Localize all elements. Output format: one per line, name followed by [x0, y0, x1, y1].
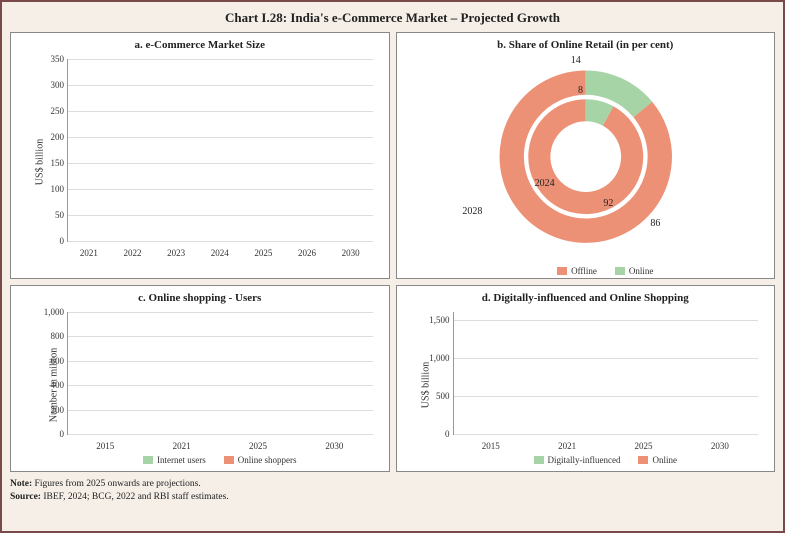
panel-d-legend: Digitally-influenced Online	[453, 455, 759, 465]
legend-offline: Offline	[557, 266, 597, 276]
panel-a: a. e-Commerce Market Size US$ billion 05…	[10, 32, 390, 279]
panel-d-chart: US$ billion 05001,0001,500 2015202120252…	[405, 308, 767, 463]
footer-source: Source: IBEF, 2024; BCG, 2022 and RBI st…	[10, 491, 775, 504]
ytick: 1,000	[429, 353, 449, 363]
legend-internet-label: Internet users	[157, 455, 206, 465]
ytick: 0	[60, 236, 65, 246]
legend-online: Online	[615, 266, 654, 276]
chart-container: Chart I.28: India's e-Commerce Market – …	[0, 0, 785, 533]
xlabel: 2015	[453, 441, 529, 451]
xlabel: 2025	[605, 441, 681, 451]
panel-b-title: b. Share of Online Retail (in per cent)	[405, 39, 767, 51]
xlabel: 2024	[198, 248, 242, 258]
ytick: 150	[51, 158, 65, 168]
donut-label-inner-online: 8	[578, 85, 583, 96]
panel-a-plot: 050100150200250300350	[67, 59, 373, 242]
ytick: 400	[51, 380, 65, 390]
ytick: 1,000	[44, 307, 64, 317]
panel-a-chart: US$ billion 050100150200250300350 202120…	[19, 55, 381, 270]
panel-d-title: d. Digitally-influenced and Online Shopp…	[405, 292, 767, 304]
donut-label-inner-year: 2024	[535, 178, 555, 189]
ytick: 500	[436, 391, 450, 401]
donut-label-outer-online: 14	[571, 55, 581, 66]
panel-b-donut: 14 8 2024 92 2028 86	[405, 55, 767, 254]
legend-online-d-label: Online	[652, 455, 677, 465]
ytick: 0	[445, 429, 450, 439]
ytick: 50	[55, 210, 64, 220]
xlabel: 2021	[529, 441, 605, 451]
xlabel: 2023	[154, 248, 198, 258]
xlabel: 2030	[296, 441, 372, 451]
xlabel: 2025	[220, 441, 296, 451]
footer: Note: Figures from 2025 onwards are proj…	[10, 478, 775, 505]
ytick: 100	[51, 184, 65, 194]
xlabel: 2030	[682, 441, 758, 451]
legend-internet: Internet users	[143, 455, 206, 465]
panel-d-ylabel: US$ billion	[420, 362, 431, 408]
ytick: 800	[51, 331, 65, 341]
legend-digital: Digitally-influenced	[534, 455, 621, 465]
ytick: 200	[51, 132, 65, 142]
panel-d: d. Digitally-influenced and Online Shopp…	[396, 285, 776, 472]
legend-digital-label: Digitally-influenced	[548, 455, 621, 465]
panel-grid: a. e-Commerce Market Size US$ billion 05…	[10, 32, 775, 472]
xlabel: 2026	[285, 248, 329, 258]
ytick: 350	[51, 54, 65, 64]
panel-c-title: c. Online shopping - Users	[19, 292, 381, 304]
panel-c-legend: Internet users Online shoppers	[67, 455, 373, 465]
ytick: 600	[51, 356, 65, 366]
ytick: 250	[51, 106, 65, 116]
main-title: Chart I.28: India's e-Commerce Market – …	[10, 10, 775, 26]
note-text: Figures from 2025 onwards are projection…	[32, 479, 201, 489]
xlabel: 2021	[143, 441, 219, 451]
xlabel: 2030	[329, 248, 373, 258]
donut-label-outer-year: 2028	[462, 206, 482, 217]
note-label: Note:	[10, 479, 32, 489]
source-label: Source:	[10, 492, 41, 502]
footer-note: Note: Figures from 2025 onwards are proj…	[10, 478, 775, 491]
ytick: 0	[60, 429, 65, 439]
panel-b: b. Share of Online Retail (in per cent) …	[396, 32, 776, 279]
ytick: 200	[51, 405, 65, 415]
panel-c-plot: 02004006008001,000	[67, 312, 373, 435]
legend-shoppers: Online shoppers	[224, 455, 297, 465]
xlabel: 2021	[67, 248, 111, 258]
panel-d-plot: 05001,0001,500	[453, 312, 759, 435]
panel-a-title: a. e-Commerce Market Size	[19, 39, 381, 51]
source-text: IBEF, 2024; BCG, 2022 and RBI staff esti…	[41, 492, 229, 502]
xlabel: 2015	[67, 441, 143, 451]
panel-a-ylabel: US$ billion	[35, 139, 46, 185]
legend-offline-label: Offline	[571, 266, 597, 276]
xlabel: 2025	[242, 248, 286, 258]
panel-c: c. Online shopping - Users Number in mil…	[10, 285, 390, 472]
legend-online-label: Online	[629, 266, 654, 276]
donut-label-inner-offline: 92	[603, 198, 613, 209]
legend-online-d: Online	[638, 455, 677, 465]
donut-label-outer-offline: 86	[650, 218, 660, 229]
legend-shoppers-label: Online shoppers	[238, 455, 297, 465]
panel-c-chart: Number in million 02004006008001,000 201…	[19, 308, 381, 463]
ytick: 300	[51, 80, 65, 90]
donut-svg	[405, 55, 767, 254]
xlabel: 2022	[111, 248, 155, 258]
ytick: 1,500	[429, 315, 449, 325]
panel-b-legend: Offline Online	[445, 266, 767, 276]
